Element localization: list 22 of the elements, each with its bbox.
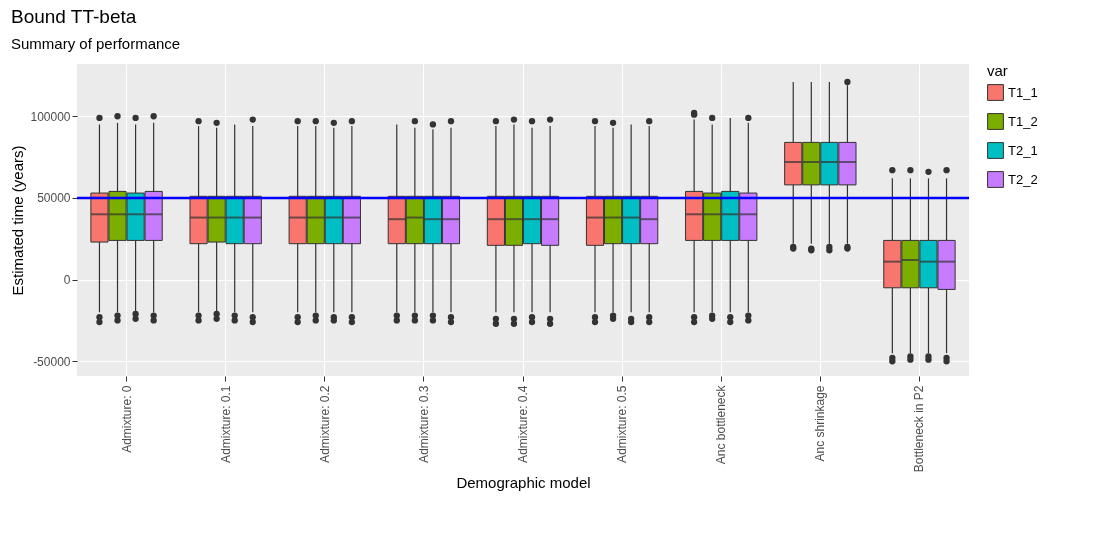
legend-title: var xyxy=(987,62,1008,79)
y-tick-label: -50000 xyxy=(33,354,71,369)
x-tick-label: Admixture: 0.1 xyxy=(218,385,233,463)
chart-subtitle: Summary of performance xyxy=(10,35,181,52)
legend-label: T2_1 xyxy=(1008,142,1038,158)
x-tick-label: Admixture: 0.5 xyxy=(615,385,630,463)
y-tick-label: 0 xyxy=(63,273,71,288)
legend-label: T1_2 xyxy=(1008,113,1038,129)
y-tick-label: 100000 xyxy=(30,109,71,124)
x-axis-title: Demographic model xyxy=(456,474,591,492)
x-tick-label: Anc shrinkage xyxy=(813,385,828,462)
x-tick-label: Anc bottleneck xyxy=(714,384,729,465)
x-tick-label: Admixture: 0 xyxy=(119,385,134,453)
y-tick-label: 50000 xyxy=(37,191,71,206)
x-tick-label: Bottleneck in P2 xyxy=(912,385,927,473)
chart-title: Bound TT-beta xyxy=(10,6,137,27)
x-tick-label: Admixture: 0.3 xyxy=(416,385,431,463)
x-tick-label: Admixture: 0.2 xyxy=(317,385,332,463)
legend-label: T2_2 xyxy=(1008,171,1038,187)
y-axis-title: Estimated time (years) xyxy=(9,145,27,296)
legend-label: T1_1 xyxy=(1008,84,1038,100)
x-tick-label: Admixture: 0.4 xyxy=(516,385,530,463)
